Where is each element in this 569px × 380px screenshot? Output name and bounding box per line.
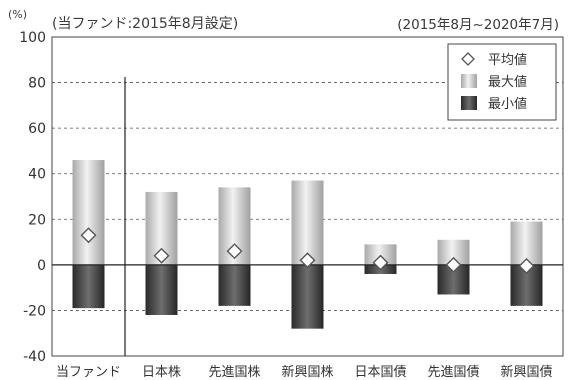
y-tick-label: -20 <box>23 303 46 319</box>
x-tick-label: 先進国株 <box>208 365 260 380</box>
max-bar <box>291 180 324 265</box>
x-tick-label: 当ファンド <box>56 365 121 380</box>
legend-average-swatch <box>461 52 475 66</box>
chart-subtitle-period: (2015年8月~2020年7月) <box>397 17 559 33</box>
average-marker <box>518 258 535 274</box>
x-tick-label: 新興国債 <box>500 364 552 380</box>
min-bar <box>145 264 178 315</box>
legend-max-label: 最大値 <box>488 74 527 90</box>
plot-frame <box>51 36 564 357</box>
min-bar <box>218 264 251 306</box>
axis-layer: -40 -20 0 20 40 60 80 100 当ファンド 日本株 先進国株 新興国株 日本国債 先進… <box>19 30 564 380</box>
y-tick-label: 20 <box>28 212 46 228</box>
y-tick-label: 100 <box>19 30 46 46</box>
y-tick-label: 80 <box>28 76 46 92</box>
legend-min-swatch <box>461 96 477 110</box>
x-tick-label: 先進国債 <box>427 365 479 380</box>
average-marker <box>80 227 97 244</box>
bars-layer <box>72 160 543 329</box>
average-marker <box>372 254 389 271</box>
min-bar <box>291 264 324 329</box>
max-bar <box>510 221 543 265</box>
grid-layer <box>52 82 563 311</box>
average-marker <box>153 247 170 264</box>
chart-subtitle-fund: (当ファンド:2015年8月設定) <box>52 16 239 32</box>
y-unit-label: (%) <box>8 8 28 21</box>
legend-average-label: 平均値 <box>488 52 527 68</box>
legend-max-swatch <box>461 74 477 88</box>
y-tick-label: 40 <box>28 167 46 183</box>
max-bar <box>72 160 105 265</box>
x-tick-label: 日本株 <box>142 365 181 380</box>
y-tick-label: 60 <box>28 121 46 137</box>
x-tick-label: 新興国株 <box>281 364 333 380</box>
y-tick-label: 0 <box>37 258 46 274</box>
legend-min-label: 最小値 <box>488 96 527 112</box>
average-marker <box>299 252 316 269</box>
y-tick-label: -40 <box>23 349 46 365</box>
min-bar <box>72 264 105 309</box>
average-marker <box>226 243 243 260</box>
markers-layer <box>80 227 535 274</box>
average-marker <box>445 256 462 273</box>
x-tick-label: 日本国債 <box>354 365 406 380</box>
